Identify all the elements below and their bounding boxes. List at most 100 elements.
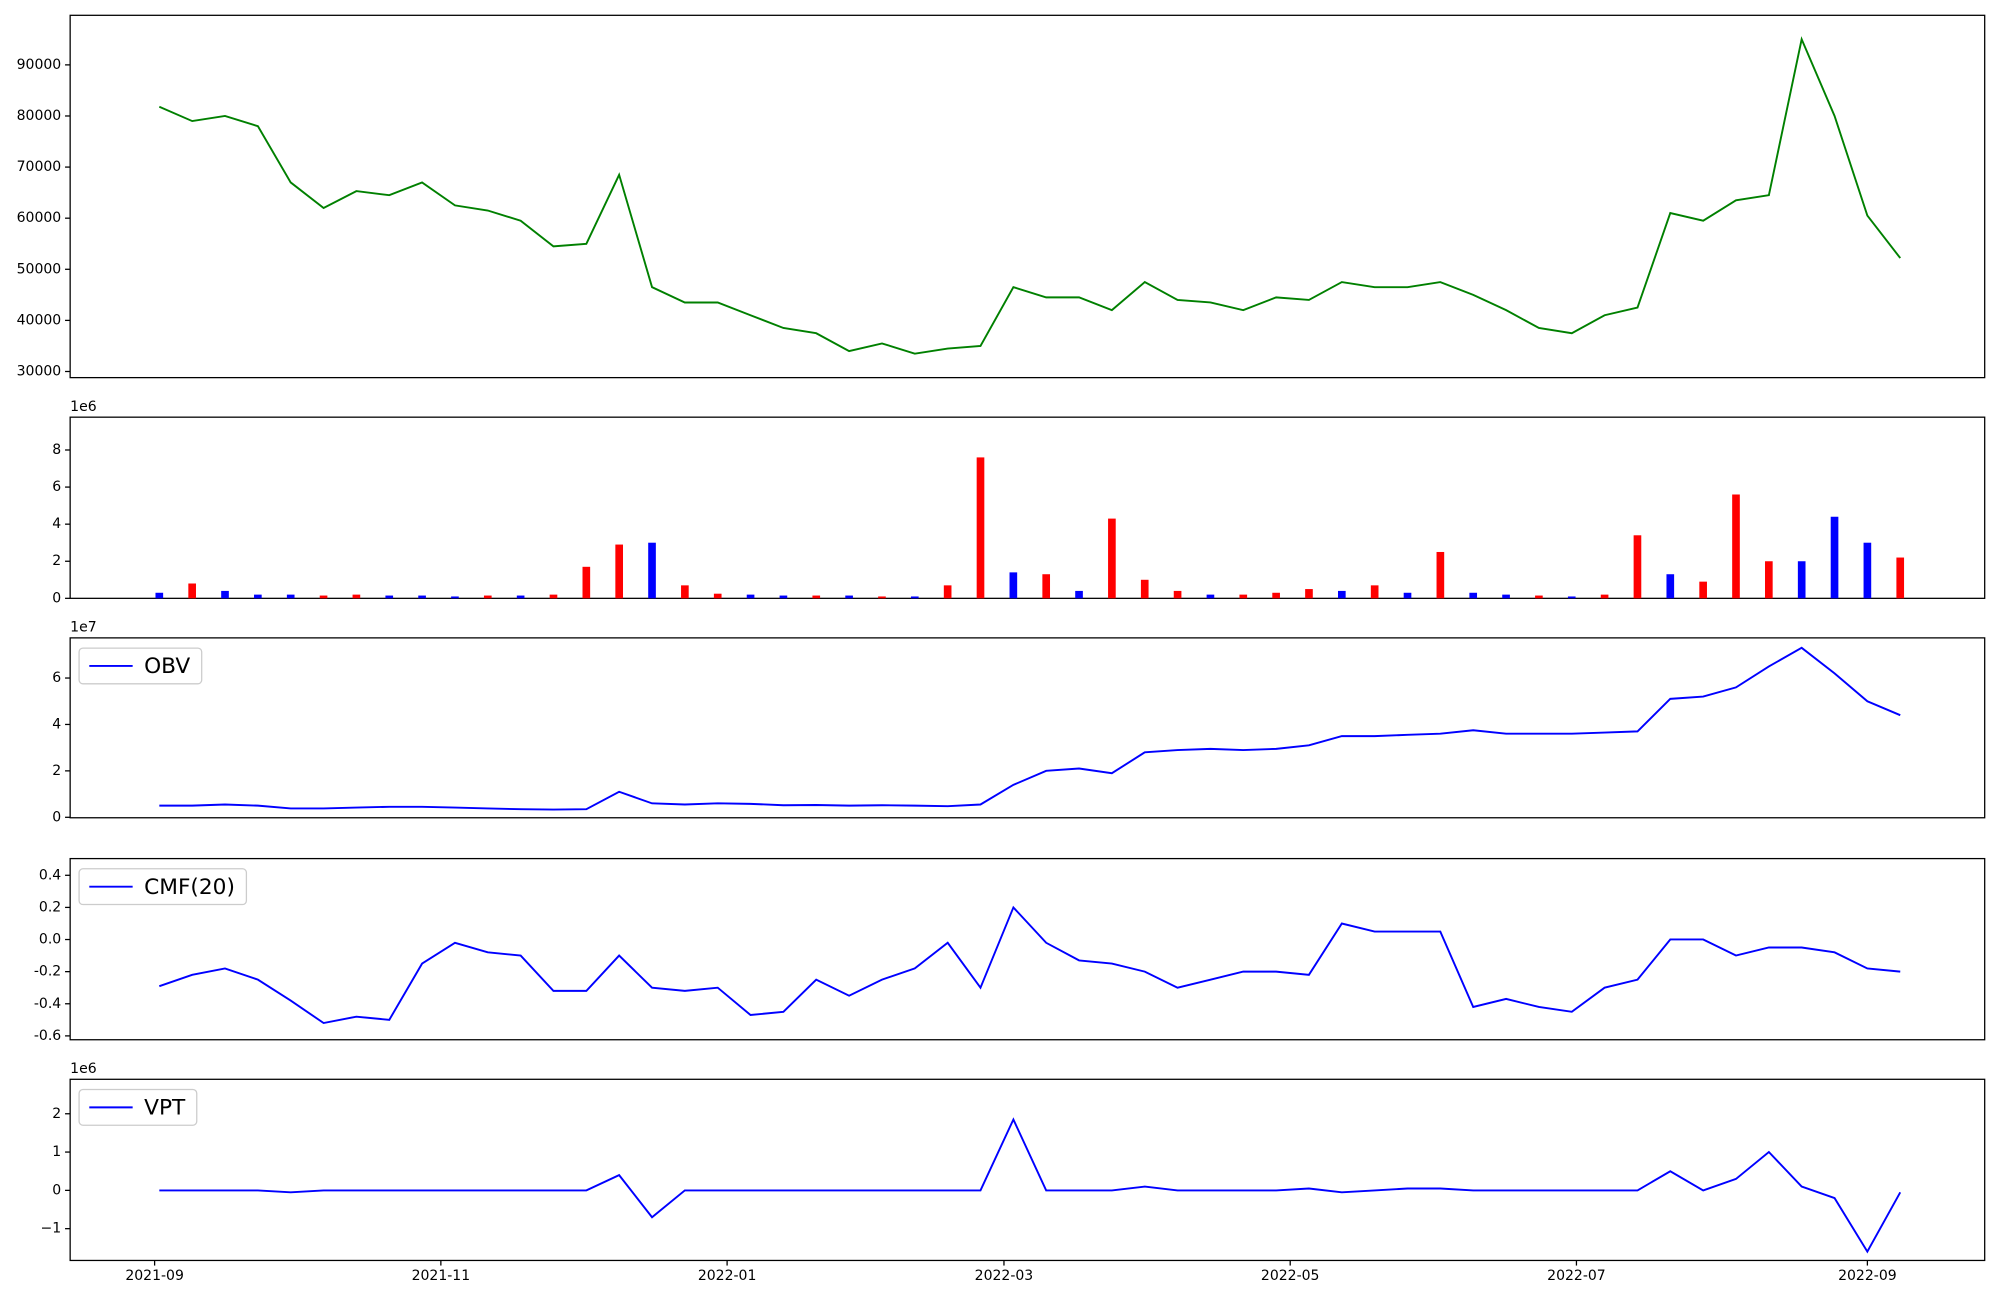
y-tick-label: 6 xyxy=(52,479,61,495)
volume-bar xyxy=(1272,592,1280,599)
y-tick-label: 0 xyxy=(52,809,61,825)
x-tick-label: 2022-01 xyxy=(698,1268,757,1284)
volume-bar xyxy=(615,544,624,599)
series-line xyxy=(158,905,1901,1025)
volume-bar xyxy=(1009,572,1018,599)
x-tick-label: 2022-03 xyxy=(975,1268,1034,1284)
volume-bar xyxy=(845,595,853,599)
legend-box xyxy=(78,1088,198,1126)
y-tick-label: 2 xyxy=(52,763,61,779)
volume-bar xyxy=(352,594,361,599)
y-tick-label: 50000 xyxy=(17,261,62,277)
volume-bar xyxy=(483,595,492,599)
y-tick-label: −1 xyxy=(41,1221,62,1237)
volume-bar xyxy=(779,595,788,599)
volume-bar xyxy=(746,594,755,599)
volume-bar xyxy=(1567,596,1576,599)
volume-bar xyxy=(1370,585,1379,599)
legend-label: CMF(20) xyxy=(144,875,235,900)
volume-bar xyxy=(582,566,591,599)
volume-bar xyxy=(1436,551,1445,599)
volume-bar xyxy=(1502,594,1510,599)
x-tick-label: 2022-05 xyxy=(1261,1268,1320,1284)
offset-label: 1e6 xyxy=(70,399,97,415)
legend-label: VPT xyxy=(144,1096,186,1121)
volume-bar xyxy=(1403,592,1412,599)
volume-bar xyxy=(910,596,919,599)
volume-bar xyxy=(1535,595,1543,599)
x-tick-label: 2022-07 xyxy=(1547,1268,1606,1284)
volume-bar xyxy=(976,457,985,599)
volume-bar xyxy=(221,590,229,599)
volume-bar xyxy=(681,585,689,599)
volume-bar xyxy=(1896,557,1905,599)
axes-frame xyxy=(69,14,1986,379)
volume-bar xyxy=(254,594,262,599)
volume-bar xyxy=(286,594,295,599)
volume-bar xyxy=(1633,535,1642,599)
volume-bar xyxy=(1600,594,1609,599)
volume-bar xyxy=(155,592,164,599)
y-tick-label: 2 xyxy=(52,553,61,569)
y-tick-label: 70000 xyxy=(17,159,62,175)
y-tick-label: 4 xyxy=(52,516,61,532)
offset-label: 1e7 xyxy=(70,620,96,636)
volume-bar xyxy=(385,595,394,599)
y-tick-label: 80000 xyxy=(17,108,62,124)
y-tick-label: 60000 xyxy=(17,210,62,226)
volume-bar xyxy=(1305,589,1313,599)
y-tick-label: 1 xyxy=(52,1144,61,1160)
volume-bar xyxy=(1239,594,1248,599)
x-tick-label: 2022-09 xyxy=(1838,1268,1897,1284)
y-tick-label: 0 xyxy=(52,1182,61,1198)
volume-bar xyxy=(418,595,426,599)
series-line xyxy=(158,36,1902,355)
y-tick-label: 4 xyxy=(52,716,61,732)
volume-bar xyxy=(1173,590,1182,599)
volume-bar xyxy=(1765,561,1773,599)
y-tick-label: 40000 xyxy=(17,312,62,328)
y-tick-label: 0 xyxy=(52,590,61,606)
volume-bar xyxy=(1075,590,1083,599)
volume-bar xyxy=(549,594,558,599)
x-tick-label: 2021-11 xyxy=(412,1268,471,1284)
volume-bar xyxy=(516,595,525,599)
volume-bar xyxy=(1863,542,1872,599)
legend-label: OBV xyxy=(144,654,190,679)
y-tick-label: 90000 xyxy=(17,57,62,73)
volume-bar xyxy=(1797,561,1806,599)
volume-bar xyxy=(878,596,886,599)
volume-bar xyxy=(319,595,328,599)
y-tick-label: 8 xyxy=(52,442,61,458)
volume-bar xyxy=(1206,594,1215,599)
axes-frame xyxy=(69,1078,1986,1262)
y-tick-label: 2 xyxy=(52,1106,61,1122)
y-tick-label: 0.0 xyxy=(39,932,61,948)
volume-bar xyxy=(943,585,952,599)
y-tick-label: -0.2 xyxy=(34,964,61,980)
volume-bar xyxy=(1042,574,1051,599)
y-tick-label: -0.4 xyxy=(34,996,61,1012)
x-tick-label: 2021-09 xyxy=(125,1268,184,1284)
volume-bar xyxy=(1469,592,1478,599)
y-tick-label: 0.4 xyxy=(39,867,61,883)
volume-bar xyxy=(1108,518,1116,599)
legend-box xyxy=(78,868,248,906)
y-tick-label: 6 xyxy=(52,670,61,686)
volume-bar xyxy=(648,542,656,599)
y-tick-label: -0.6 xyxy=(34,1028,61,1044)
volume-bar xyxy=(812,595,821,599)
volume-bar xyxy=(1140,579,1149,599)
volume-bar xyxy=(451,596,459,599)
series-line xyxy=(159,646,1901,811)
volume-bar xyxy=(1732,494,1740,599)
y-tick-label: 0.2 xyxy=(39,899,61,915)
offset-label: 1e6 xyxy=(70,1061,97,1077)
volume-bar xyxy=(713,593,722,599)
volume-bar xyxy=(1699,581,1707,599)
legend-box xyxy=(78,647,203,685)
volume-bar xyxy=(1666,574,1675,599)
axes-frame xyxy=(69,857,1986,1041)
series-line xyxy=(159,1117,1902,1254)
